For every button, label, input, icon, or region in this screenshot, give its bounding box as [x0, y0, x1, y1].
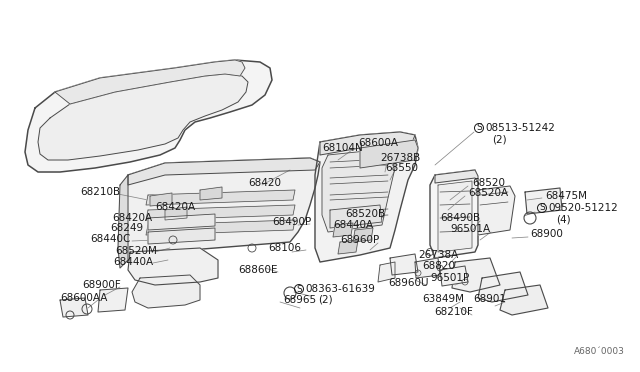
Polygon shape [378, 262, 395, 282]
Text: 68600A: 68600A [358, 138, 398, 148]
Text: 68106: 68106 [268, 243, 301, 253]
Polygon shape [330, 205, 382, 228]
Text: 68820: 68820 [422, 261, 455, 271]
Text: 68520A: 68520A [468, 188, 508, 198]
Polygon shape [146, 205, 295, 220]
Text: (4): (4) [556, 214, 571, 224]
Polygon shape [525, 188, 562, 214]
Text: 09520-51212: 09520-51212 [548, 203, 618, 213]
Text: 68960P: 68960P [340, 235, 380, 245]
Polygon shape [132, 275, 200, 308]
Text: 68520: 68520 [472, 178, 505, 188]
Text: 68420A: 68420A [155, 202, 195, 212]
Polygon shape [322, 148, 395, 232]
Polygon shape [165, 207, 187, 220]
Polygon shape [390, 254, 418, 275]
Text: S: S [296, 285, 302, 294]
Polygon shape [435, 170, 478, 183]
Polygon shape [128, 248, 218, 285]
Polygon shape [338, 240, 358, 254]
Polygon shape [38, 74, 248, 160]
Polygon shape [128, 158, 320, 185]
Text: (2): (2) [318, 295, 333, 305]
Polygon shape [118, 175, 128, 268]
Text: 08363-61639: 08363-61639 [305, 284, 375, 294]
Polygon shape [478, 272, 528, 302]
Polygon shape [430, 170, 478, 258]
Text: 68475M: 68475M [545, 191, 587, 201]
Text: 68860E: 68860E [238, 265, 278, 275]
Text: 68490P: 68490P [272, 217, 311, 227]
Text: (2): (2) [492, 134, 507, 144]
Text: 26738A: 26738A [418, 250, 458, 260]
Polygon shape [148, 214, 215, 230]
Text: 68520B: 68520B [345, 209, 385, 219]
Polygon shape [148, 228, 215, 244]
Text: 68960U: 68960U [388, 278, 429, 288]
Text: 26738B: 26738B [380, 153, 420, 163]
Text: 68490B: 68490B [440, 213, 480, 223]
Polygon shape [452, 258, 500, 292]
Text: 68550: 68550 [385, 163, 418, 173]
Text: S: S [539, 203, 545, 212]
Text: 68440C: 68440C [90, 234, 131, 244]
Polygon shape [415, 258, 440, 278]
Polygon shape [200, 187, 222, 200]
Text: 68249: 68249 [110, 223, 143, 233]
Text: 96501A: 96501A [450, 224, 490, 234]
Polygon shape [353, 228, 373, 242]
Text: 68440A: 68440A [113, 257, 153, 267]
Polygon shape [25, 60, 272, 172]
Text: 68900F: 68900F [82, 280, 121, 290]
Text: S: S [476, 124, 482, 132]
Polygon shape [60, 298, 88, 317]
Text: 96501P: 96501P [430, 273, 469, 283]
Polygon shape [150, 193, 172, 206]
Text: A680´0003: A680´0003 [574, 347, 625, 356]
Polygon shape [315, 132, 418, 262]
Polygon shape [146, 220, 295, 235]
Text: 68440A: 68440A [333, 220, 373, 230]
Text: 68900: 68900 [530, 229, 563, 239]
Text: 08513-51242: 08513-51242 [485, 123, 555, 133]
Polygon shape [360, 140, 418, 168]
Polygon shape [333, 223, 353, 237]
Text: 68210F: 68210F [434, 307, 473, 317]
Text: 63849M: 63849M [422, 294, 464, 304]
Text: 68104N: 68104N [322, 143, 363, 153]
Text: 68420A: 68420A [112, 213, 152, 223]
Polygon shape [438, 181, 472, 252]
Text: 68600AA: 68600AA [60, 293, 108, 303]
Polygon shape [500, 285, 548, 315]
Text: 68965: 68965 [283, 295, 316, 305]
Polygon shape [478, 186, 515, 235]
Polygon shape [55, 60, 245, 104]
Polygon shape [98, 288, 128, 312]
Polygon shape [440, 266, 468, 286]
Text: 68420: 68420 [248, 178, 281, 188]
Text: 68520M: 68520M [115, 246, 157, 256]
Polygon shape [146, 190, 295, 205]
Polygon shape [120, 158, 320, 260]
Text: 68210B: 68210B [80, 187, 120, 197]
Text: 68901: 68901 [473, 294, 506, 304]
Polygon shape [320, 132, 415, 155]
